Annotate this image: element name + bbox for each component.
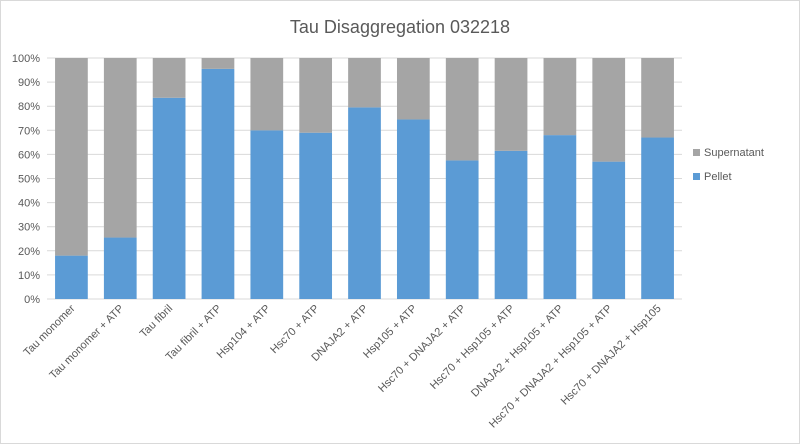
y-axis-ticks: 0% 10% 20% 30% 40% 50% 60% 70% 80% 90% 100%	[12, 53, 40, 306]
bar-pellet	[592, 161, 626, 299]
y-tick-label: 80%	[18, 101, 40, 113]
bar-pellet	[299, 132, 333, 299]
legend-swatch-pellet	[693, 173, 700, 180]
y-tick-label: 100%	[12, 53, 40, 65]
bar-pellet	[445, 160, 479, 299]
bar-pellet	[641, 137, 674, 299]
bar-pellet	[543, 135, 577, 299]
legend-swatch-supernatant	[693, 149, 700, 156]
bar-supernatant	[494, 58, 528, 151]
bar-supernatant	[299, 58, 333, 133]
bar-pellet	[348, 107, 381, 299]
legend-label-pellet: Pellet	[704, 171, 732, 183]
bar-supernatant	[103, 58, 137, 238]
bar-supernatant	[55, 58, 88, 256]
bar-pellet	[152, 97, 186, 299]
x-tick-label: DNAJA2 + Hsp105 + ATP	[469, 303, 566, 400]
x-tick-label: Hsc70 + ATP	[268, 303, 322, 357]
y-tick-label: 20%	[18, 246, 40, 258]
bar-pellet	[396, 119, 430, 299]
bar-supernatant	[592, 58, 626, 162]
y-tick-label: 90%	[18, 77, 40, 89]
bar-supernatant	[396, 58, 430, 120]
bar-pellet	[201, 68, 235, 299]
bar-supernatant	[543, 58, 577, 136]
bar-supernatant	[641, 58, 674, 138]
bar-pellet	[103, 237, 137, 299]
y-tick-label: 30%	[18, 222, 40, 234]
x-tick-label: Hsc70 + DNAJA2 + Hsp105	[559, 303, 664, 408]
y-tick-label: 50%	[18, 174, 40, 186]
bar-supernatant	[152, 58, 186, 98]
bar-pellet	[494, 150, 528, 299]
x-tick-label: Tau fibril	[138, 303, 175, 340]
bars	[55, 58, 674, 299]
y-tick-label: 0%	[24, 294, 40, 306]
bar-supernatant	[445, 58, 479, 161]
legend-label-supernatant: Supernatant	[704, 147, 764, 159]
y-tick-label: 10%	[18, 270, 40, 282]
y-tick-label: 70%	[18, 125, 40, 137]
bar-pellet	[55, 255, 88, 299]
chart-title: Tau Disaggregation 032218	[290, 17, 510, 37]
bar-pellet	[250, 130, 284, 299]
legend: Supernatant Pellet	[693, 147, 764, 183]
bar-supernatant	[250, 58, 284, 131]
bar-supernatant	[201, 58, 235, 69]
x-tick-label: Hsc70 + Hsp105 + ATP	[428, 303, 517, 392]
x-tick-label: Hsc70 + DNAJA2 + ATP	[376, 303, 468, 395]
y-tick-label: 60%	[18, 149, 40, 161]
bar-supernatant	[348, 58, 381, 108]
y-tick-label: 40%	[18, 198, 40, 210]
